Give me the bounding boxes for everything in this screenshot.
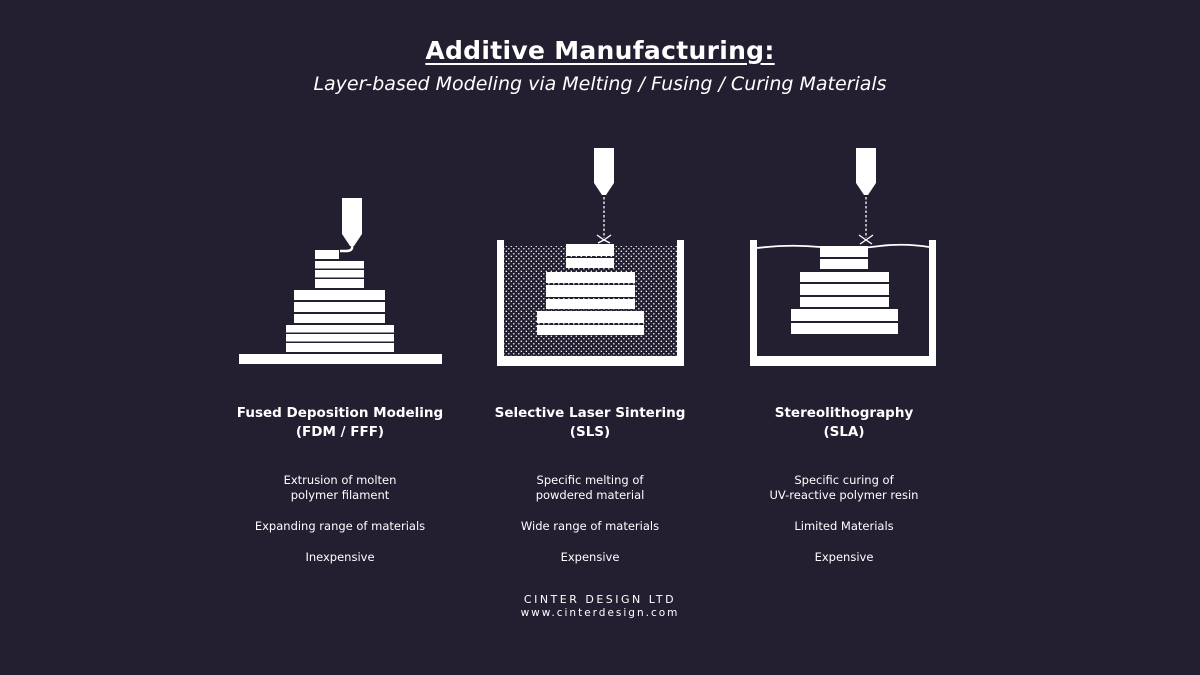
sla-uv-spark [859, 235, 873, 244]
method-sla: Stereolithography (SLA) Specific curing … [694, 404, 994, 565]
method-cost: Expensive [694, 550, 994, 565]
method-abbr: (SLA) [694, 423, 994, 442]
method-description: Specific curing of UV-reactive polymer r… [694, 473, 994, 503]
description-line: Specific curing of [694, 473, 994, 488]
process-diagrams [0, 0, 1200, 400]
description-line: UV-reactive polymer resin [694, 488, 994, 503]
fdm-extruded-filament [340, 246, 352, 251]
fdm-layer-stack [286, 250, 394, 352]
company-name: CINTER DESIGN LTD [0, 593, 1200, 606]
sla-uv-head [856, 148, 876, 195]
sls-laser-spark [597, 235, 611, 243]
method-material-range: Limited Materials [694, 519, 994, 534]
sls-diagram [497, 148, 684, 366]
sla-diagram [750, 148, 936, 366]
company-website[interactable]: www.cinterdesign.com [0, 607, 1200, 619]
sls-laser-head [594, 148, 614, 195]
sla-layer-stack [791, 246, 898, 334]
fdm-nozzle [342, 198, 362, 246]
fdm-diagram [239, 198, 442, 364]
method-name: Stereolithography [694, 404, 994, 423]
fdm-build-plate [239, 354, 442, 364]
